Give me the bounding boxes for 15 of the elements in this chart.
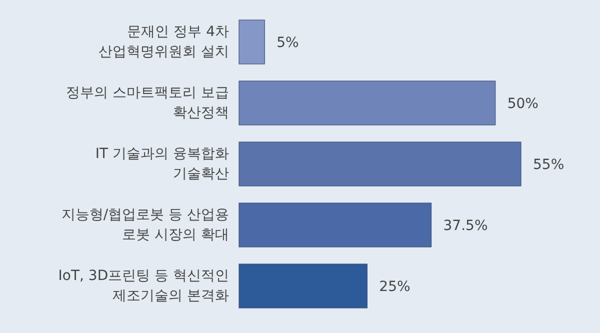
bar [238, 142, 522, 186]
data-label: 55% [533, 157, 564, 173]
y-tick-label: 정부의 스마트팩토리 보급 확산정책 [65, 84, 229, 123]
bar [238, 80, 496, 126]
y-tick-label: IoT, 3D프린팅 등 혁신적인 제조기술의 본격화 [57, 267, 229, 306]
data-label: 5% [276, 35, 299, 51]
data-label: 25% [379, 279, 410, 295]
y-tick-label: IT 기술과의 융복합화 기술확산 [94, 145, 229, 184]
data-label: 50% [507, 96, 538, 112]
bar [238, 20, 265, 64]
y-tick-label: 지능형/협업로봇 등 산업용 로봇 시장의 확대 [60, 206, 229, 245]
data-label: 37.5% [443, 218, 488, 234]
bar [238, 264, 368, 308]
bar [238, 202, 432, 248]
y-tick-label: 문재인 정부 4차 산업혁명위원회 설치 [98, 23, 229, 62]
